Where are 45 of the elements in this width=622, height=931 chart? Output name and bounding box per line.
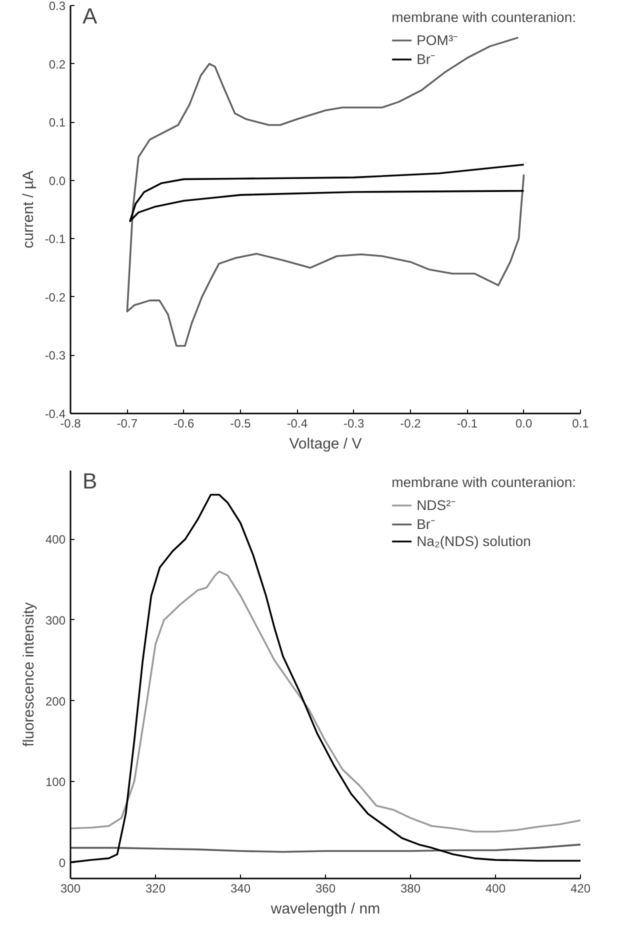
x-tick-label: 340 xyxy=(230,882,251,896)
x-tick-label: 320 xyxy=(145,882,166,896)
x-tick-label: -0.5 xyxy=(230,416,252,430)
y-tick-label: 0.3 xyxy=(48,0,66,13)
y-tick-label: 0.0 xyxy=(48,174,66,188)
legend-label: Br⁻ xyxy=(416,515,437,533)
x-tick-label: -0.3 xyxy=(343,416,364,430)
annotation: B xyxy=(82,468,98,494)
y-axis-title: current / µA xyxy=(20,170,37,248)
y-tick-label: -0.3 xyxy=(44,348,66,363)
legend-title: membrane with counteranion: xyxy=(392,474,576,490)
y-tick-label: 200 xyxy=(45,694,66,708)
y-tick-label: 300 xyxy=(45,613,66,628)
x-tick-label: -0.6 xyxy=(173,416,194,430)
x-tick-label: 300 xyxy=(60,882,81,896)
x-tick-label: 400 xyxy=(485,882,506,896)
legend-label: POM³⁻ xyxy=(416,31,458,49)
line-series xyxy=(129,164,525,222)
legend-label: Br⁻ xyxy=(416,50,437,68)
y-tick-label: 0.2 xyxy=(48,57,66,72)
annotation: A xyxy=(82,4,98,28)
x-tick-label: -0.7 xyxy=(116,416,138,430)
y-tick-label: 0 xyxy=(58,856,66,870)
y-tick-label: 0.1 xyxy=(48,116,66,130)
x-tick-label: -0.1 xyxy=(456,416,478,430)
x-tick-label: 360 xyxy=(315,882,336,896)
line-series xyxy=(70,570,580,833)
x-axis-title: wavelength / nm xyxy=(270,900,380,918)
y-axis-title: fluorescence intensity xyxy=(20,602,38,747)
x-tick-label: 420 xyxy=(570,882,591,896)
x-tick-label: -0.2 xyxy=(400,416,422,430)
x-axis-title: Voltage / V xyxy=(289,436,362,452)
line-series xyxy=(70,844,580,853)
x-tick-label: 380 xyxy=(400,882,421,896)
line-series xyxy=(126,36,525,347)
y-tick-label: -0.2 xyxy=(44,290,66,304)
y-tick-label: 400 xyxy=(45,532,66,547)
x-tick-label: 0.0 xyxy=(515,416,532,430)
legend-label: Na₂(NDS) solution xyxy=(416,533,531,549)
x-tick-label: 0.1 xyxy=(572,416,590,430)
x-tick-label: -0.4 xyxy=(286,416,308,430)
y-tick-label: -0.1 xyxy=(44,232,66,246)
y-tick-label: 100 xyxy=(45,775,66,790)
legend-title: membrane with counteranion: xyxy=(392,9,576,25)
legend-label: NDS²⁻ xyxy=(416,496,456,514)
